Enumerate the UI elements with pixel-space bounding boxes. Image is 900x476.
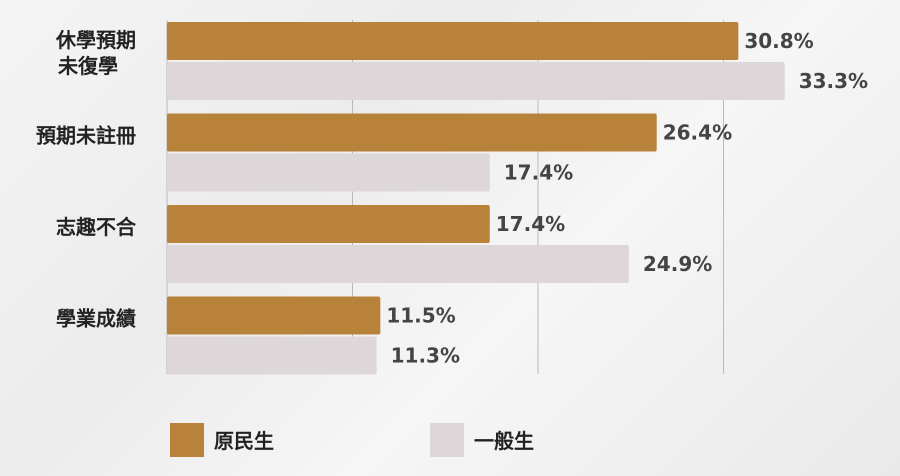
category-label: 學業成績: [56, 307, 136, 331]
value-labels: 30.8% 33.3% 26.4% 17.4% 17.4% 24.9% 11.5% 11.3%: [386, 29, 868, 368]
data-label: 33.3%: [799, 69, 868, 93]
legend: 原民生 一般生: [170, 423, 534, 457]
category-label: 預期未註冊: [36, 124, 136, 148]
legend-label: 一般生: [474, 429, 534, 453]
bar-general: [167, 336, 377, 375]
category-label: 休學預期: [55, 28, 136, 52]
legend-swatch: [430, 423, 464, 457]
bar-indigenous: [167, 22, 739, 60]
data-label: 26.4%: [663, 121, 732, 145]
category-label: 未復學: [58, 54, 118, 78]
bar-indigenous: [167, 296, 381, 335]
legend-swatch: [170, 423, 204, 457]
data-label: 17.4%: [496, 212, 565, 236]
data-label: 30.8%: [744, 29, 813, 53]
data-label: 11.3%: [391, 344, 460, 368]
bar-general: [167, 153, 490, 192]
bars: [167, 22, 785, 375]
legend-label: 原民生: [214, 429, 274, 453]
data-label: 17.4%: [504, 161, 573, 185]
bar-general: [167, 245, 629, 283]
data-label: 24.9%: [643, 252, 712, 276]
bar-general: [167, 62, 785, 100]
category-label: 志趣不合: [56, 215, 137, 239]
bar-indigenous: [167, 205, 490, 243]
data-label: 11.5%: [386, 304, 455, 328]
bar-indigenous: [167, 113, 657, 152]
